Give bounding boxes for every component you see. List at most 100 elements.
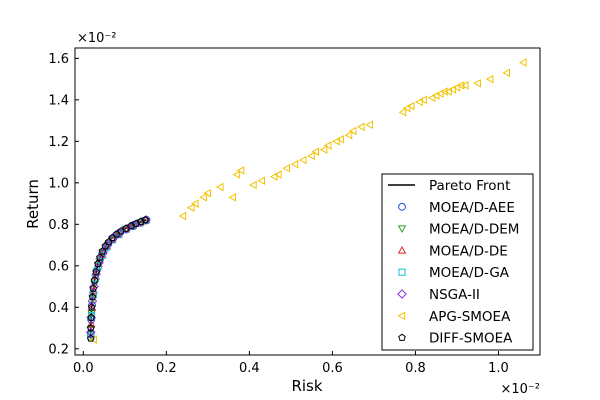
point-apg-smoea [203, 188, 212, 198]
point-diff-smoea [108, 233, 117, 242]
point-apg-smoea [398, 108, 407, 117]
y-tick-label: 0.2 [48, 342, 69, 357]
point-nsga-ii [85, 327, 96, 337]
point-apg-smoea [232, 170, 241, 179]
y-tick-label: 0.6 [48, 259, 69, 274]
point-nsga-ii [114, 228, 124, 239]
legend-marker-nsga-ii [397, 289, 407, 299]
point-diff-smoea [96, 253, 104, 261]
point-apg-smoea [298, 155, 307, 165]
x-tick-label: 0.2 [156, 361, 177, 376]
point-apg-smoea [236, 166, 245, 175]
point-diff-smoea [92, 268, 100, 276]
legend-marker-moea-d-aee [398, 202, 406, 211]
point-apg-smoea [89, 335, 97, 344]
legend-label: APG-SMOEA [429, 309, 511, 325]
point-apg-smoea [178, 211, 187, 221]
point-apg-smoea [319, 145, 328, 154]
point-nsga-ii [128, 220, 138, 231]
legend-marker-diff-smoea [398, 333, 406, 341]
point-apg-smoea [344, 130, 353, 140]
point-apg-smoea [419, 95, 427, 105]
legend-label: Pareto Front [429, 178, 510, 194]
x-axis-ticks: 0.0 0.2 0.4 0.6 0.8 1.0 [73, 351, 509, 376]
legend-label: NSGA-II [429, 287, 480, 303]
point-apg-smoea [199, 193, 207, 202]
point-diff-smoea [90, 276, 99, 284]
point-apg-smoea [282, 164, 290, 173]
y-tick-label: 1.4 [48, 93, 69, 108]
legend-marker-moea-d-ga [398, 268, 406, 276]
x-tick-label: 0.4 [239, 361, 260, 376]
point-apg-smoea [332, 137, 340, 146]
x-scale-label: ×10⁻² [500, 382, 540, 397]
point-apg-smoea [485, 74, 494, 84]
legend: Pareto Front MOEA/D-AEE MOEA/D-DEM MOEA/D-D… [381, 173, 534, 351]
series-diff-smoea [86, 215, 149, 342]
point-apg-smoea [415, 97, 423, 107]
point-apg-smoea [357, 122, 365, 132]
y-tick-label: 1.0 [48, 176, 69, 191]
y-tick-label: 1.6 [48, 52, 69, 67]
point-apg-smoea [518, 58, 527, 67]
point-apg-smoea [431, 91, 440, 100]
y-tick-label: 0.4 [48, 301, 69, 316]
point-apg-smoea [435, 89, 444, 98]
point-diff-smoea [87, 303, 96, 311]
series-apg-smoea [89, 58, 527, 344]
point-diff-smoea [141, 215, 149, 224]
legend-marker-moea-d-dem [397, 225, 407, 234]
point-apg-smoea [323, 141, 332, 150]
point-apg-smoea [186, 203, 195, 212]
x-axis-label: Risk [291, 377, 322, 395]
point-apg-smoea [257, 176, 266, 186]
point-moea-d-de [86, 319, 96, 328]
point-apg-smoea [502, 68, 511, 78]
point-apg-smoea [448, 85, 457, 94]
point-apg-smoea [336, 135, 344, 144]
point-apg-smoea [348, 126, 357, 136]
point-apg-smoea [406, 101, 415, 111]
point-apg-smoea [190, 199, 199, 208]
point-apg-smoea [307, 151, 315, 161]
y-tick-label: 1.2 [48, 135, 69, 150]
legend-marker-apg-smoea [397, 311, 406, 321]
x-tick-label: 0.0 [73, 361, 94, 376]
point-diff-smoea [87, 313, 96, 321]
point-moea-d-dem [87, 310, 96, 318]
y-axis-label: Return [24, 179, 42, 229]
point-apg-smoea [473, 79, 481, 88]
point-apg-smoea [402, 103, 411, 113]
point-apg-smoea [290, 159, 299, 169]
y-axis-ticks: 0.2 0.4 0.6 0.8 1.0 1.2 1.4 1.6 [48, 52, 79, 357]
y-tick-label: 0.8 [48, 218, 69, 233]
point-apg-smoea [456, 81, 465, 90]
legend-label: MOEA/D-DE [429, 243, 508, 259]
point-apg-smoea [365, 120, 373, 129]
point-apg-smoea [228, 193, 236, 202]
point-moea-d-de [121, 224, 130, 233]
plot-content [85, 58, 527, 344]
point-diff-smoea [86, 334, 95, 342]
legend-label: MOEA/D-AEE [429, 200, 515, 216]
point-diff-smoea [98, 247, 107, 255]
legend-label: DIFF-SMOEA [429, 331, 513, 347]
legend-marker-moea-d-de [397, 245, 407, 254]
point-diff-smoea [89, 284, 98, 292]
point-apg-smoea [269, 172, 278, 181]
legend-label: MOEA/D-DEM [429, 222, 519, 238]
point-apg-smoea [215, 182, 224, 192]
y-scale-label: ×10⁻² [77, 31, 117, 46]
point-nsga-ii [89, 281, 99, 292]
legend-box [381, 173, 534, 351]
point-nsga-ii [87, 296, 98, 306]
point-apg-smoea [311, 147, 320, 156]
point-diff-smoea [94, 259, 102, 267]
point-apg-smoea [249, 180, 257, 190]
point-apg-smoea [460, 81, 469, 90]
x-tick-label: 0.8 [405, 361, 426, 376]
point-apg-smoea [274, 170, 282, 179]
point-apg-smoea [427, 93, 436, 103]
point-diff-smoea [137, 217, 145, 225]
